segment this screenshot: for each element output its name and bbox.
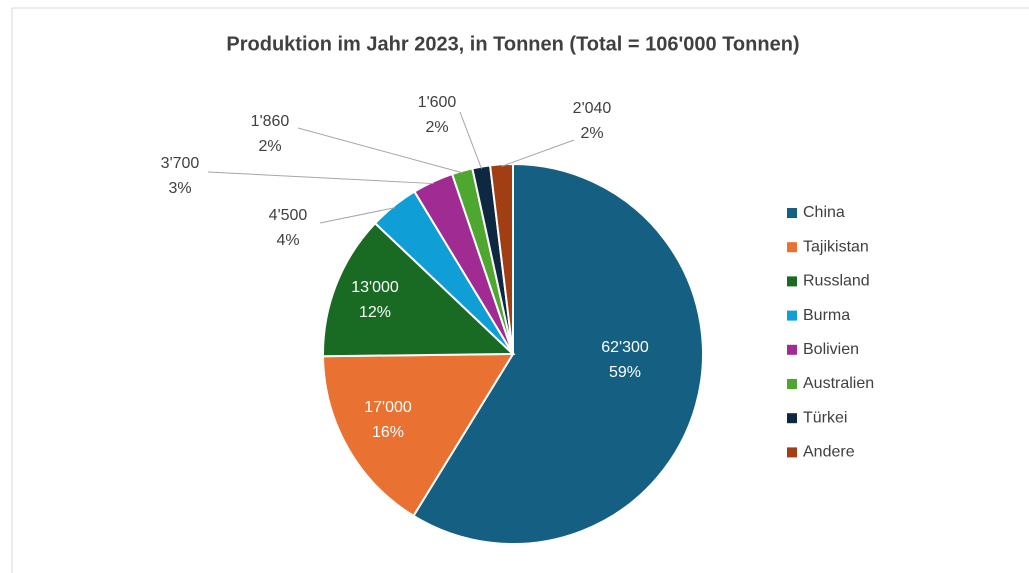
pie-slice (322, 352, 515, 518)
legend-label: Tajikistan (803, 238, 869, 255)
percent-label: 16% (372, 424, 404, 441)
value-label: 62'300 (601, 339, 649, 356)
legend-label: Russland (803, 273, 870, 290)
legend-swatch (787, 242, 797, 253)
percent-label: 2% (258, 138, 281, 155)
leader-line (207, 171, 434, 185)
percent-label: 59% (609, 364, 641, 381)
chart-title: Produktion im Jahr 2023, in Tonnen (Tota… (226, 33, 799, 55)
legend-swatch (787, 379, 797, 389)
legend-swatch (787, 208, 797, 218)
value-label: 2'040 (573, 100, 612, 117)
legend-swatch (787, 310, 797, 321)
legend-swatch (787, 276, 797, 287)
value-label: 17'000 (364, 399, 412, 416)
percent-label: 2% (425, 119, 448, 136)
legend-label: Australien (803, 375, 874, 392)
leader-line (501, 139, 575, 167)
value-label: 1'600 (418, 94, 457, 111)
legend-label: Türkei (803, 409, 847, 426)
percent-label: 4% (276, 232, 299, 249)
pie-slice (488, 162, 514, 355)
value-label: 1'860 (251, 113, 290, 130)
legend-label: China (803, 204, 845, 221)
leader-line (297, 127, 463, 174)
legend-label: Burma (803, 307, 850, 324)
legend-label: Andere (803, 444, 855, 461)
percent-label: 3% (168, 180, 191, 197)
leader-line (319, 207, 396, 224)
legend-swatch (787, 447, 797, 458)
legend-swatch (787, 413, 797, 424)
percent-label: 12% (359, 304, 391, 321)
legend-label: Bolivien (803, 341, 859, 358)
value-label: 4'500 (269, 207, 308, 224)
leader-line (459, 111, 482, 169)
legend-swatch (787, 344, 797, 355)
pie-slice (412, 162, 704, 545)
value-label: 13'000 (351, 279, 399, 296)
pie-slice (322, 221, 516, 358)
percent-label: 2% (580, 125, 603, 142)
value-label: 3'700 (161, 155, 200, 172)
